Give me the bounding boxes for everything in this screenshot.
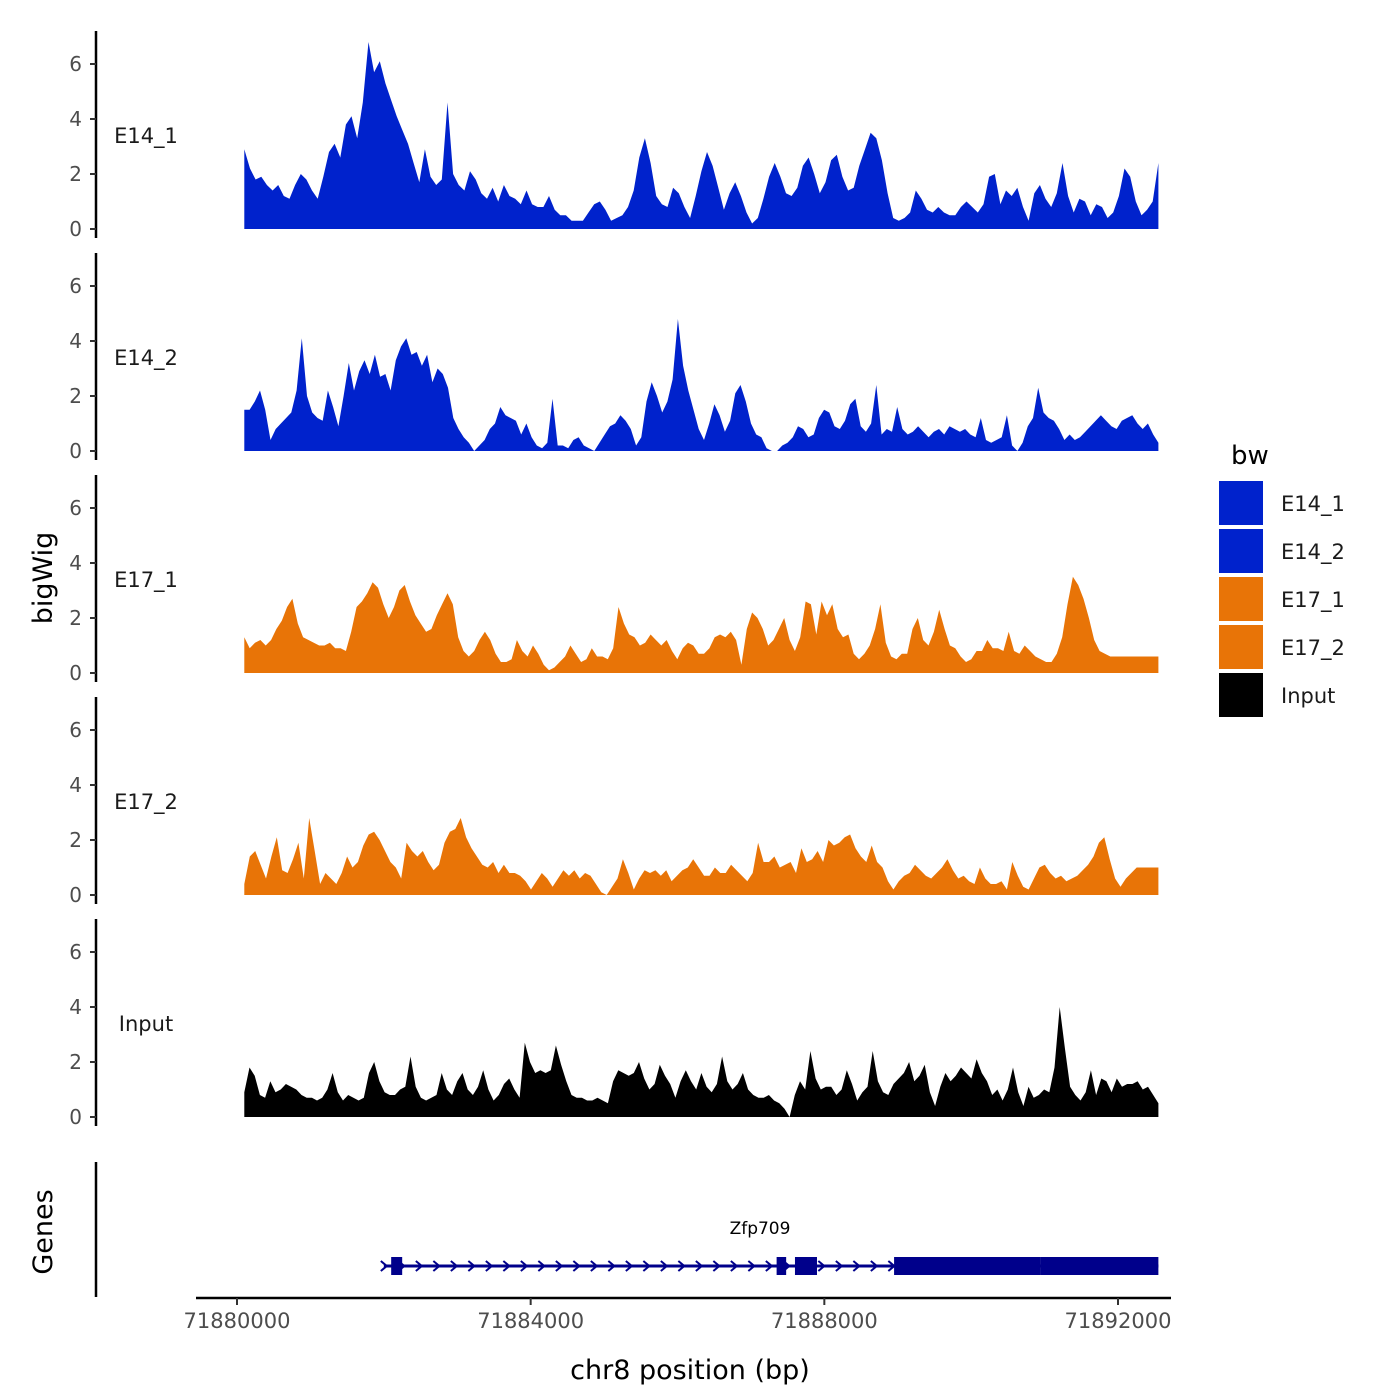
signal-area-e17-2: [244, 818, 1159, 895]
strand-arrow: [660, 1260, 669, 1272]
genes-panel: Genes Zfp709: [28, 1162, 1159, 1297]
track-panels: 0 2 4 6 E14_1 0 2 4 6 E14_2 0 2 4 6 E17_1 0 2 4 6 E17_2 0 2 4 6…: [69, 31, 1159, 1129]
strand-arrow: [642, 1260, 651, 1272]
signal-area-e14-1: [244, 42, 1159, 229]
y-tick-label: 4: [69, 995, 82, 1019]
strand-arrow: [572, 1260, 581, 1272]
strand-arrow: [852, 1260, 861, 1272]
track-panel-e17-2: 0 2 4 6 E17_2: [69, 697, 1159, 907]
strand-arrow: [712, 1260, 721, 1272]
y-tick-label: 4: [69, 773, 82, 797]
y-tick-label: 2: [69, 384, 82, 408]
legend-item-label: Input: [1281, 684, 1335, 708]
x-tick-label: 71884000: [477, 1309, 584, 1333]
y-tick-label: 4: [69, 107, 82, 131]
strand-arrow: [835, 1260, 844, 1272]
strand-arrow: [415, 1260, 424, 1272]
legend-item-label: E14_1: [1281, 492, 1345, 517]
y-tick-label: 2: [69, 828, 82, 852]
strand-arrow: [607, 1260, 616, 1272]
legend-swatch-input: [1219, 673, 1263, 717]
strand-arrow: [450, 1260, 459, 1272]
y-tick-label: 4: [69, 551, 82, 575]
legend-item-label: E14_2: [1281, 540, 1345, 565]
strand-arrow: [695, 1260, 704, 1272]
y-axis-title: bigWig: [28, 532, 59, 625]
track-panel-e17-1: 0 2 4 6 E17_1: [69, 475, 1159, 685]
gene-exon: [794, 1257, 817, 1275]
legend: bw E14_1 E14_2 E17_1 E17_2 Input: [1219, 441, 1345, 717]
track-label: E17_2: [114, 790, 178, 815]
legend-swatch-e14-2: [1219, 529, 1263, 573]
strand-arrow: [870, 1260, 879, 1272]
strand-arrow: [817, 1260, 826, 1272]
strand-arrow: [432, 1260, 441, 1272]
y-tick-label: 2: [69, 1050, 82, 1074]
strand-arrow: [555, 1260, 564, 1272]
y-tick-label: 6: [69, 496, 82, 520]
x-tick-label: 71880000: [184, 1309, 291, 1333]
genes-label: Genes: [28, 1189, 59, 1274]
track-label: E17_1: [114, 568, 178, 593]
x-tick-label: 71888000: [771, 1309, 878, 1333]
gene-exon: [391, 1257, 403, 1275]
gene-name-label: Zfp709: [730, 1219, 791, 1239]
gene-exon: [894, 1257, 1041, 1275]
track-panel-e14-2: 0 2 4 6 E14_2: [69, 253, 1159, 463]
track-label: E14_2: [114, 346, 178, 371]
y-tick-label: 6: [69, 940, 82, 964]
signal-area-e14-2: [244, 319, 1159, 451]
strand-arrow: [520, 1260, 529, 1272]
y-tick-label: 0: [69, 439, 82, 463]
strand-arrow: [467, 1260, 476, 1272]
strand-arrow: [537, 1260, 546, 1272]
gene-exon: [1040, 1257, 1159, 1275]
legend-item-label: E17_2: [1281, 636, 1345, 661]
x-axis-title: chr8 position (bp): [570, 1355, 810, 1386]
strand-arrow: [380, 1260, 389, 1272]
y-tick-label: 4: [69, 329, 82, 353]
strand-arrow: [502, 1260, 511, 1272]
strand-arrow: [485, 1260, 494, 1272]
y-tick-label: 2: [69, 606, 82, 630]
y-tick-label: 6: [69, 274, 82, 298]
y-tick-label: 0: [69, 661, 82, 685]
legend-swatch-e17-1: [1219, 577, 1263, 621]
strand-arrow: [765, 1260, 774, 1272]
strand-arrow: [677, 1260, 686, 1272]
gene-exon: [776, 1257, 787, 1275]
legend-item-label: E17_1: [1281, 588, 1345, 613]
track-panel-input: 0 2 4 6 Input: [69, 919, 1159, 1129]
y-tick-label: 0: [69, 883, 82, 907]
y-tick-label: 0: [69, 1105, 82, 1129]
track-label: E14_1: [114, 124, 178, 149]
y-tick-label: 2: [69, 162, 82, 186]
signal-area-input: [244, 1007, 1159, 1117]
legend-swatch-e17-2: [1219, 625, 1263, 669]
x-axis: chr8 position (bp) 71880000 71884000 71888…: [184, 1296, 1172, 1386]
y-tick-label: 6: [69, 718, 82, 742]
track-label: Input: [119, 1012, 173, 1036]
signal-area-e17-1: [244, 576, 1159, 673]
strand-arrow: [730, 1260, 739, 1272]
legend-swatch-e14-1: [1219, 481, 1263, 525]
strand-arrow: [590, 1260, 599, 1272]
y-tick-label: 0: [69, 217, 82, 241]
y-tick-label: 6: [69, 52, 82, 76]
strand-arrow: [747, 1260, 756, 1272]
x-tick-label: 71892000: [1065, 1309, 1172, 1333]
track-panel-e14-1: 0 2 4 6 E14_1: [69, 31, 1159, 241]
legend-title: bw: [1231, 441, 1269, 471]
strand-arrow: [625, 1260, 634, 1272]
